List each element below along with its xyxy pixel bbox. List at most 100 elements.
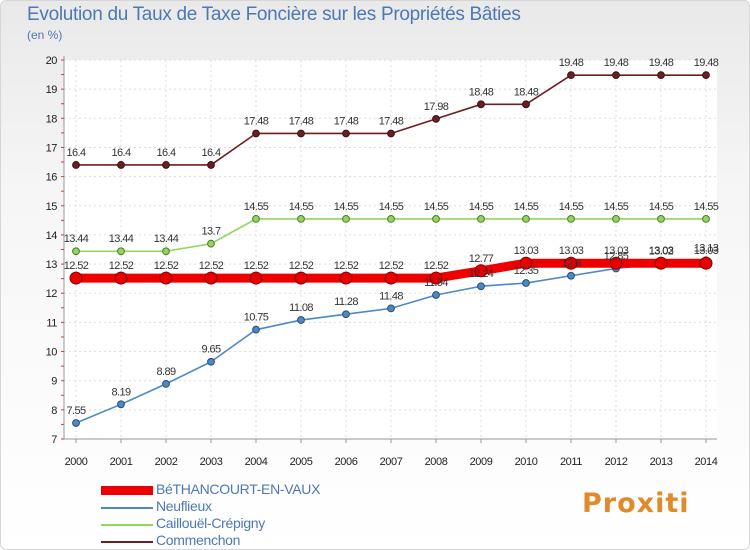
data-label: 12.85 xyxy=(604,250,629,262)
data-point xyxy=(612,214,620,223)
data-label: 17.48 xyxy=(379,115,404,127)
data-label: 19.48 xyxy=(649,57,674,69)
legend-label: Caillouël-Crépigny xyxy=(156,515,265,531)
data-label: 16.4 xyxy=(66,147,85,159)
y-tick-label: 12 xyxy=(46,288,58,300)
data-label: 14.55 xyxy=(514,201,539,213)
x-tick-label: 2013 xyxy=(650,456,673,468)
data-point xyxy=(387,304,395,313)
y-tick-label: 15 xyxy=(46,201,58,213)
data-point xyxy=(702,71,710,80)
data-point xyxy=(342,129,350,138)
data-point xyxy=(342,310,350,319)
data-label: 14.55 xyxy=(244,201,269,213)
data-label: 8.19 xyxy=(111,386,130,398)
legend-swatch xyxy=(101,507,153,509)
data-label: 14.55 xyxy=(649,201,674,213)
legend-label: Commenchon xyxy=(156,532,241,548)
data-label: 11.48 xyxy=(379,290,403,302)
data-point xyxy=(69,271,83,285)
data-point xyxy=(117,400,125,409)
data-label: 12.52 xyxy=(244,260,269,272)
data-point xyxy=(519,256,533,270)
data-label: 12.52 xyxy=(64,260,89,272)
legend-swatch xyxy=(101,524,153,526)
data-point xyxy=(117,247,125,256)
data-point xyxy=(207,239,215,248)
data-point xyxy=(477,100,485,109)
data-point xyxy=(432,214,440,223)
data-label: 10.75 xyxy=(244,312,269,324)
data-point xyxy=(387,129,395,138)
data-label: 13.03 xyxy=(649,245,674,257)
data-point xyxy=(342,214,350,223)
data-label: 14.55 xyxy=(469,201,494,213)
data-label: 13.44 xyxy=(154,233,179,245)
data-label: 16.4 xyxy=(111,147,130,159)
legend-label: BéTHANCOURT-EN-VAUX xyxy=(156,481,321,497)
data-point xyxy=(207,161,215,169)
data-point xyxy=(294,271,308,285)
x-tick-label: 2002 xyxy=(155,456,178,468)
data-point xyxy=(297,316,305,324)
data-label: 13.03 xyxy=(694,245,719,257)
legend-swatch xyxy=(101,486,153,495)
data-label: 16.4 xyxy=(156,147,175,159)
data-point xyxy=(252,325,260,334)
data-label: 17.98 xyxy=(424,101,449,113)
x-tick-label: 2004 xyxy=(245,456,268,468)
data-label: 11.94 xyxy=(424,277,448,289)
chart-unit-label: (en %) xyxy=(27,28,63,42)
data-label: 14.55 xyxy=(379,201,404,213)
y-tick-label: 19 xyxy=(46,84,58,96)
data-point xyxy=(384,271,398,285)
data-point xyxy=(387,214,395,223)
x-tick-label: 2014 xyxy=(695,456,718,468)
data-label: 13.03 xyxy=(514,245,539,257)
y-tick-label: 18 xyxy=(46,113,58,125)
data-point xyxy=(117,161,125,169)
data-point xyxy=(432,114,440,123)
data-point xyxy=(207,357,215,366)
data-point xyxy=(204,271,218,285)
x-tick-label: 2010 xyxy=(515,456,538,468)
data-label: 9.65 xyxy=(201,344,220,356)
data-point xyxy=(162,247,170,256)
x-tick-label: 2003 xyxy=(200,456,223,468)
x-tick-label: 2006 xyxy=(335,456,358,468)
data-label: 17.48 xyxy=(334,115,359,127)
data-point xyxy=(162,161,170,169)
data-point xyxy=(252,214,260,223)
data-label: 14.55 xyxy=(559,201,584,213)
x-tick-label: 2001 xyxy=(110,456,133,468)
data-label: 17.48 xyxy=(289,115,314,127)
data-point xyxy=(612,71,620,80)
data-point xyxy=(114,271,128,285)
data-point xyxy=(159,271,173,285)
data-label: 12.52 xyxy=(379,260,404,272)
x-tick-label: 2007 xyxy=(380,456,403,468)
y-tick-label: 14 xyxy=(46,230,58,242)
data-point xyxy=(72,247,80,256)
data-label: 11.08 xyxy=(289,302,313,314)
data-point xyxy=(432,291,440,299)
data-label: 8.89 xyxy=(156,366,175,378)
legend-label: Neuflieux xyxy=(156,498,212,514)
legend-swatch xyxy=(101,541,153,543)
data-label: 19.48 xyxy=(559,57,584,69)
x-tick-label: 2011 xyxy=(560,456,582,468)
data-point xyxy=(567,214,575,223)
data-point xyxy=(657,214,665,223)
chart-title: Evolution du Taux de Taxe Foncière sur l… xyxy=(27,4,521,25)
data-point xyxy=(297,214,305,223)
x-tick-label: 2005 xyxy=(290,456,313,468)
x-tick-label: 2009 xyxy=(470,456,493,468)
data-point xyxy=(429,271,443,285)
data-label: 12.52 xyxy=(289,260,314,272)
data-label: 14.55 xyxy=(694,201,719,213)
data-point xyxy=(567,71,575,80)
data-label: 12.24 xyxy=(469,268,494,280)
proxiti-logo: Proxiti xyxy=(582,488,690,519)
y-tick-label: 11 xyxy=(46,317,57,329)
data-label: 7.55 xyxy=(66,405,85,417)
